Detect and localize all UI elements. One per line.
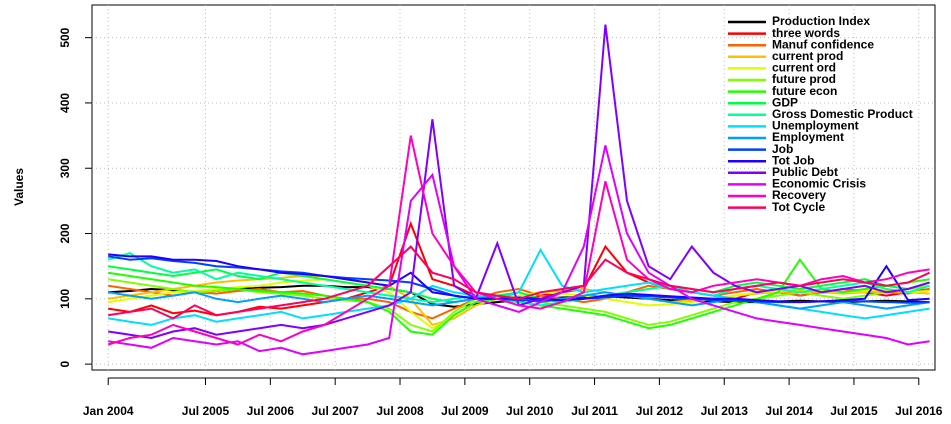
- y-tick-label: 0: [58, 360, 72, 367]
- x-tick-label: Jul 2010: [506, 404, 554, 418]
- y-tick-label: 500: [58, 27, 72, 47]
- legend-label: Gross Domestic Product: [772, 107, 913, 121]
- legend-label: current prod: [772, 49, 843, 63]
- legend-label: Job: [772, 142, 793, 156]
- legend-label: Manuf confidence: [772, 37, 874, 51]
- series-line: [108, 245, 931, 320]
- x-tick-label: Jul 2012: [636, 404, 684, 418]
- legend-label: future econ: [772, 84, 837, 98]
- x-tick-label: Jul 2013: [701, 404, 749, 418]
- x-tick-label: Jul 2016: [895, 404, 943, 418]
- y-tick-label: 100: [58, 288, 72, 308]
- legend-label: Economic Crisis: [772, 177, 866, 191]
- x-tick-label: Jul 2015: [830, 404, 878, 418]
- plot-frame: [91, 4, 936, 371]
- y-tick-label: 300: [58, 158, 72, 178]
- x-tick-label: Jul 2007: [311, 404, 359, 418]
- y-tick-label: 200: [58, 223, 72, 243]
- legend-label: future prod: [772, 72, 836, 86]
- series-line: [108, 253, 930, 304]
- series-line: [108, 278, 930, 330]
- series-line: [108, 145, 930, 356]
- x-tick-label: Jul 2009: [441, 404, 489, 418]
- legend-label: current ord: [772, 61, 836, 75]
- legend-label: Tot Job: [772, 153, 814, 167]
- legend-label: GDP: [772, 95, 798, 109]
- x-tick-label: Jul 2011: [571, 404, 618, 418]
- legend-label: Production Index: [772, 14, 870, 28]
- x-tick-label: Jul 2008: [376, 404, 424, 418]
- legend-label: Tot Cycle: [772, 200, 825, 214]
- x-tick-label: Jul 2005: [182, 404, 230, 418]
- series-line: [107, 252, 930, 307]
- y-axis-label: Values: [12, 168, 26, 206]
- y-tick-label: 400: [58, 93, 72, 113]
- legend-label: Recovery: [772, 188, 826, 202]
- x-tick-label: Jul 2006: [247, 404, 295, 418]
- legend-label: Employment: [772, 130, 844, 144]
- x-tick-label: Jul 2014: [765, 404, 813, 418]
- legend-label: Public Debt: [772, 165, 838, 179]
- x-tick-label: Jan 2004: [83, 404, 134, 418]
- legend-label: Unemployment: [772, 119, 859, 133]
- legend-label: three words: [772, 26, 840, 40]
